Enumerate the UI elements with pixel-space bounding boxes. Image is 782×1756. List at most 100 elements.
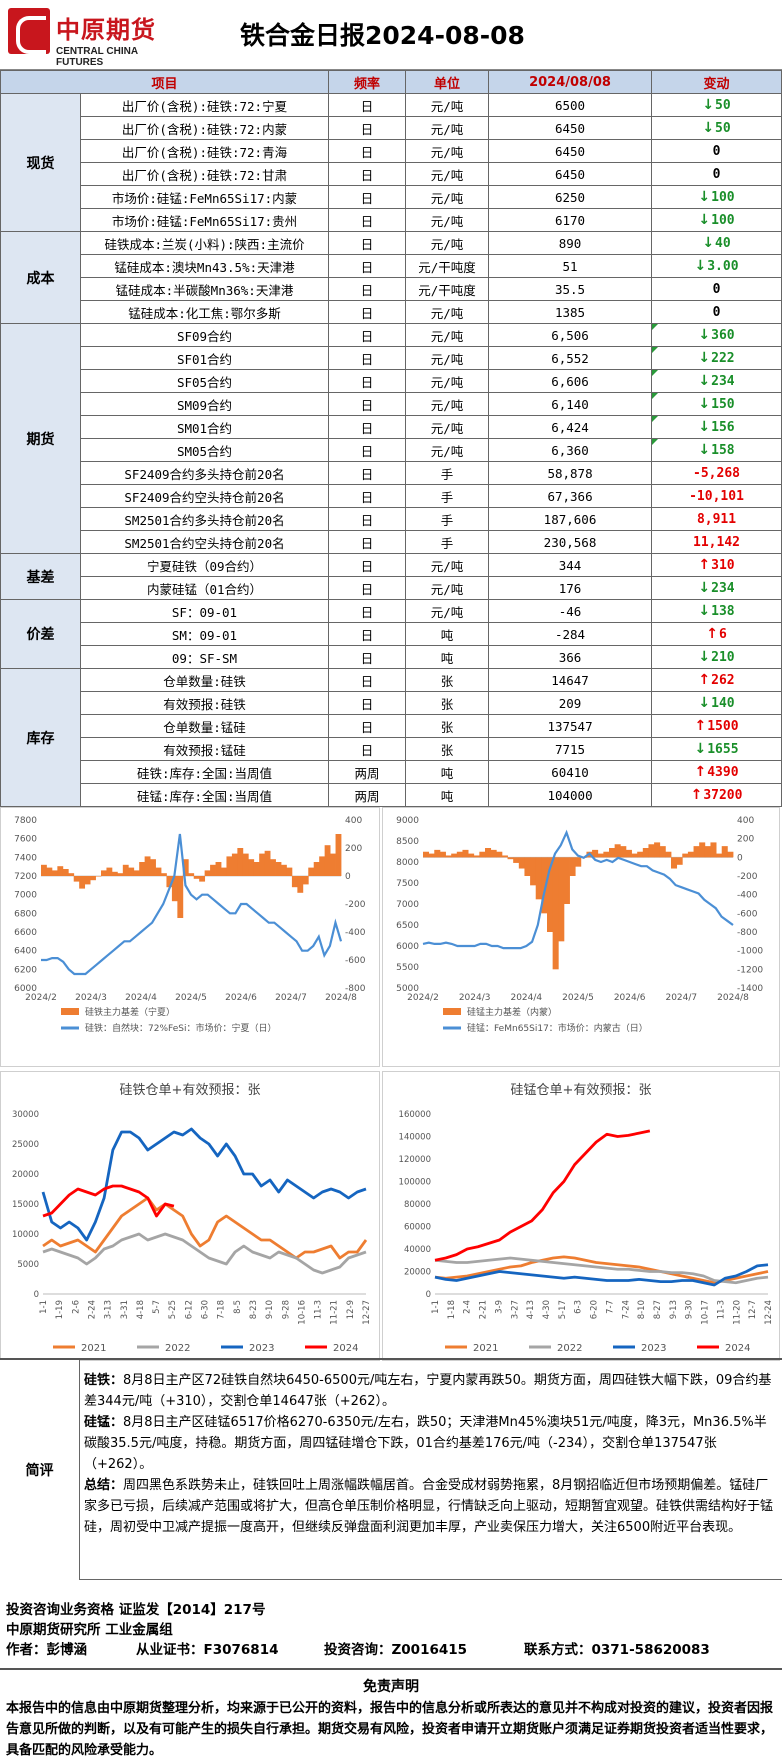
change-value: 6 [718,627,727,642]
commentary-section: 简评 硅铁：8月8日主产区72硅铁自然块6450-6500元/吨左右，宁夏内蒙再… [0,1358,782,1580]
basis-bar [95,876,102,877]
cell-value: 344 [488,553,653,577]
cell-unit: 手 [405,507,490,531]
dept-text: 中原期货研究所 工业金属组 [6,1622,173,1638]
y-right-tick-label: -600 [345,956,366,966]
x-tick-label: 2-6 [71,1300,81,1314]
basis-bar [485,848,492,858]
legend-label: 2023 [641,1343,666,1354]
series-line [42,1232,367,1275]
y-tick-label: 15000 [12,1200,39,1210]
y-tick-label: 10000 [12,1230,39,1240]
cell-value: 35.5 [488,277,653,301]
x-tick-label: 8-10 [637,1300,647,1319]
y-left-tick-label: 6500 [396,921,419,931]
col-header-item: 项目 [0,70,330,94]
table-row: 期货 SF09合约日元/吨 6,506 ↓360 [0,323,782,554]
cell-unit: 元/吨 [405,438,490,462]
y-right-tick-label: -1400 [737,984,763,994]
cell-freq: 两周 [328,783,407,807]
basis-bar [479,851,486,858]
cell-freq: 日 [328,599,407,623]
y-left-tick-label: 6200 [14,965,37,975]
cell-change: 0 [651,139,782,163]
table-row: 成本 硅铁成本:兰炭(小料):陕西:主流价日元/吨 890 ↓40 [0,231,782,324]
cell-value: 58,878 [488,461,653,485]
change-value: 360 [711,328,735,343]
y-tick-label: 140000 [399,1133,431,1143]
x-tick-label: 2024/2 [25,993,57,1003]
x-tick-label: 4-30 [542,1300,552,1319]
cell-value: 67,366 [488,484,653,508]
cell-freq: 日 [328,162,407,186]
basis-bar [541,857,548,914]
basis-bar [313,862,320,876]
y-left-tick-label: 9000 [396,816,419,826]
basis-bar [490,849,497,858]
basis-bar [592,849,599,858]
cell-change: ↓158 [651,438,782,462]
x-tick-label: 12-24 [764,1300,774,1325]
x-tick-label: 3-31 [120,1300,130,1319]
cell-item: 宁夏硅铁（09合约） [79,553,330,577]
cell-change: 0 [651,277,782,301]
cell-change: ↓360 [651,323,782,347]
cell-value: 6,552 [488,346,653,370]
table-header-row: 项目 频率 单位 2024/08/08 变动 [0,70,782,94]
cell-change: ↓156 [651,415,782,439]
change-value: 50 [715,98,731,113]
basis-bar [215,862,222,876]
cell-change: ↓50 [651,93,782,117]
y-right-tick-label: 400 [345,816,362,826]
basis-bar [73,876,80,882]
cell-item: SF：09-01 [79,599,330,623]
cell-change: ↓138 [651,599,782,623]
basis-bar [518,857,525,869]
section-label: 价差 [0,599,81,669]
change-value: 156 [711,420,735,435]
arrow-down-icon: ↓ [698,189,711,205]
change-value: 140 [711,696,735,711]
cell-unit: 元/吨 [405,93,490,117]
legend-swatch [61,1008,79,1015]
logo-mark-icon [8,8,50,54]
footer: 投资咨询业务资格 证监发【2014】217号 中原期货研究所 工业金属组 作者：… [0,1590,782,1660]
y-left-tick-label: 7000 [396,900,419,910]
cell-unit: 元/吨 [405,116,490,140]
cell-unit: 元/吨 [405,553,490,577]
basis-bar [335,834,342,876]
y-right-tick-label: 0 [737,853,743,863]
cell-freq: 日 [328,507,407,531]
basis-bar [139,862,146,876]
basis-bar [111,871,118,876]
basis-bar [428,853,435,858]
section-label: 期货 [0,323,81,554]
cell-unit: 元/吨 [405,231,490,255]
y-right-tick-label: -1200 [737,965,763,975]
basis-bar [150,859,156,876]
cell-item: 锰硅成本:澳块Mn43.5%:天津港 [79,254,330,278]
basis-bar [654,842,661,858]
y-right-tick-label: 0 [345,872,351,882]
y-right-tick-label: -400 [737,891,758,901]
x-tick-label: 5-25 [168,1300,178,1319]
cell-item: 出厂价(含税):硅铁:72:甘肃 [79,162,330,186]
legend-label: 2022 [557,1343,582,1354]
change-value: -10,101 [689,488,744,504]
cell-change: ↓100 [651,208,782,232]
basis-bar [727,851,734,858]
y-left-tick-label: 7600 [14,835,37,845]
cell-unit: 元/吨 [405,392,490,416]
cell-item: 市场价:硅锰:FeMn65Si17:贵州 [79,208,330,232]
cell-item: SF05合约 [79,369,330,393]
x-tick-label: 7-7 [605,1300,615,1314]
basis-bar [193,876,200,879]
cell-unit: 张 [405,714,490,738]
cell-freq: 日 [328,461,407,485]
basis-bar [671,857,678,869]
author-text: 作者：彭博涵 [6,1642,87,1658]
basis-bar [699,842,706,858]
table-row: SM2501合约空头持仓前20名日手 230,568 11,142 [1,530,782,554]
change-value: 210 [711,650,735,665]
basis-bar [41,864,47,876]
